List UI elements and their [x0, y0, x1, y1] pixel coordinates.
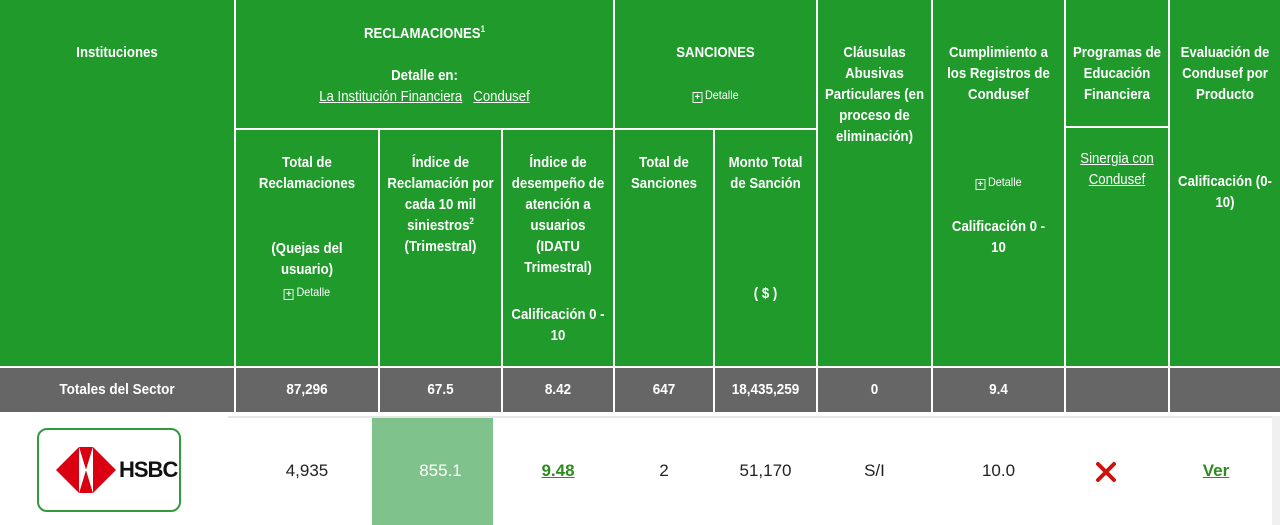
totals-sanciones: 647: [652, 381, 676, 398]
table-row: [0, 416, 1280, 525]
plus-icon: +: [692, 92, 703, 103]
quejas-label: (Quejas del usuario): [271, 240, 343, 278]
totals-cumplimiento: 9.4: [989, 381, 1008, 398]
row-total-reclamaciones: 4,935: [285, 461, 329, 480]
totals-reclamaciones: 87,296: [286, 381, 328, 398]
col-clausulas: Cláusulas Abusivas Particulares (en proc…: [824, 44, 925, 145]
totals-label: Totales del Sector: [59, 381, 175, 398]
totals-idatu: 8.42: [544, 381, 572, 398]
hsbc-logo-text: HSBC: [119, 457, 178, 482]
hsbc-hexagon-icon: [56, 447, 116, 493]
row-top-border: [228, 416, 1280, 418]
row-cumplimiento: 10.0: [981, 461, 1016, 480]
evaluacion-calificacion: Calificación (0-10): [1178, 173, 1272, 211]
idatu-calificacion: Calificación 0 - 10: [511, 306, 605, 344]
row-idatu-link[interactable]: 9.48: [541, 461, 575, 480]
divider: [378, 368, 380, 412]
col-indice-reclamacion: Índice de Reclamación por cada 10 mil si…: [387, 154, 494, 255]
divider: [234, 0, 236, 366]
monto-unit: ( $ ): [753, 285, 778, 302]
divider: [931, 368, 933, 412]
detalle-links: La Institución Financiera Condusef: [259, 86, 591, 107]
divider: [378, 130, 380, 366]
divider: [816, 0, 818, 366]
row-total-sanciones: 2: [659, 461, 669, 480]
col-monto-total: Monto Total de Sanción: [728, 154, 803, 192]
totals-monto: 18,435,259: [731, 381, 800, 398]
totals-indice: 67.5: [427, 381, 454, 398]
divider: [1064, 368, 1066, 412]
link-institucion-financiera[interactable]: La Institución Financiera: [319, 88, 463, 105]
divider: [713, 130, 715, 366]
row-clausulas: S/I: [864, 461, 885, 480]
divider: [713, 368, 715, 412]
cumplimiento-detalle-button[interactable]: + Detalle: [940, 175, 1058, 190]
totals-row: [0, 368, 1280, 412]
divider: [816, 368, 818, 412]
col-total-sanciones: Total de Sanciones: [630, 154, 698, 192]
divider: [234, 128, 816, 130]
sanciones-detalle-button[interactable]: + Detalle: [625, 88, 806, 103]
row-indice-reclamacion: 855.1: [419, 461, 462, 480]
indice-highlight: [372, 418, 493, 525]
divider: [1064, 126, 1168, 128]
ver-link[interactable]: Ver: [1202, 461, 1230, 480]
divider: [501, 130, 503, 366]
sanciones-title: SANCIONES: [676, 44, 755, 61]
plus-icon: +: [283, 289, 294, 300]
cumplimiento-calificacion: Calificación 0 - 10: [951, 218, 1046, 256]
divider: [1168, 368, 1170, 412]
divider: [931, 0, 933, 366]
divider: [1168, 0, 1170, 366]
detalle-en-label: Detalle en:: [391, 67, 458, 84]
col-instituciones: Instituciones: [76, 44, 158, 61]
vertical-scrollbar[interactable]: [1272, 416, 1280, 525]
divider: [234, 368, 236, 412]
reclamaciones-title: RECLAMACIONES1: [363, 24, 486, 43]
col-idatu: Índice de desempeño de atención a usuari…: [511, 154, 605, 276]
red-x-icon: [1066, 416, 1146, 525]
reclamaciones-detalle-button[interactable]: + Detalle: [243, 285, 371, 300]
col-programas: Programas de Educación Financiera: [1072, 44, 1162, 103]
row-monto: 51,170: [739, 461, 792, 480]
divider: [613, 368, 615, 412]
sinergia-link[interactable]: Sinergia con Condusef: [1080, 150, 1154, 188]
hsbc-logo[interactable]: HSBC: [37, 428, 181, 512]
divider: [613, 0, 615, 366]
totals-clausulas: 0: [870, 381, 879, 398]
table-header: [0, 0, 1280, 366]
col-evaluacion: Evaluación de Condusef por Producto: [1180, 44, 1270, 103]
plus-icon: +: [975, 179, 986, 190]
divider: [501, 368, 503, 412]
link-condusef[interactable]: Condusef: [473, 88, 530, 105]
col-total-reclamaciones: Total de Reclamaciones: [258, 154, 356, 192]
divider: [1064, 0, 1066, 366]
col-cumplimiento: Cumplimiento a los Registros de Condusef: [947, 44, 1050, 103]
